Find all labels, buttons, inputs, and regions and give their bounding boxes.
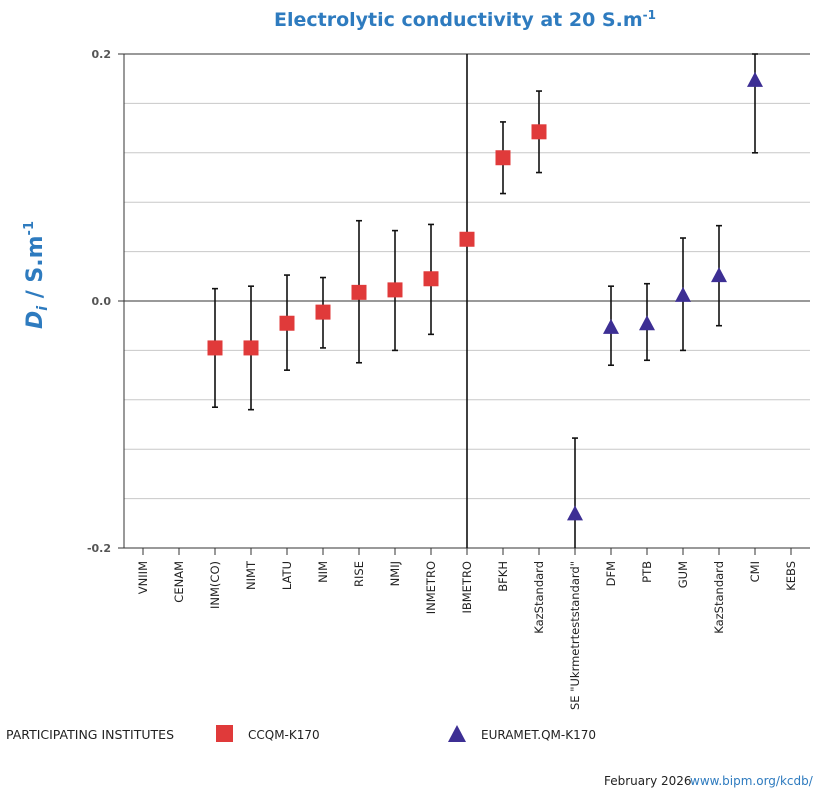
data-point-square (459, 231, 475, 247)
axes (123, 53, 810, 549)
x-category-label: NIM (316, 561, 330, 583)
y-axis-label: Di / S.m-1 (22, 221, 51, 329)
x-category-label: KazStandard (532, 561, 546, 634)
data-point-triangle (675, 286, 691, 302)
x-category-label: RISE (352, 561, 366, 587)
data-point-square (315, 304, 331, 320)
footer: February 2026 www.bipm.org/kcdb/ (604, 774, 814, 788)
x-category-label: LATU (280, 561, 294, 590)
data-point-triangle (747, 71, 763, 87)
x-category-label: INM(CO) (208, 561, 222, 609)
y-ticks: -0.2 0.0 0.2 (87, 48, 124, 555)
data-point-square (351, 284, 367, 300)
x-category-label: IBMETRO (460, 561, 474, 614)
data-point-square (495, 150, 511, 166)
x-category-label: CMI (748, 561, 762, 582)
data-point-triangle (711, 267, 727, 283)
x-category-label: PTB (640, 561, 654, 583)
x-category-labels: VNIIM CENAM INM(CO) NIMT LATU NIM RISE NMIJ INME… (136, 548, 798, 710)
x-category-label: VNIIM (136, 561, 150, 594)
data-markers (207, 71, 763, 521)
x-category-label: KazStandard (712, 561, 726, 634)
y-tick-label: 0.0 (92, 295, 112, 308)
chart-title-superscript: -1 (643, 8, 656, 22)
legend-label-euramet: EURAMET.QM-K170 (481, 728, 596, 742)
legend-label-ccqm: CCQM-K170 (248, 728, 320, 742)
y-tick-label: -0.2 (87, 542, 111, 555)
data-point-square (531, 124, 547, 140)
square-icon (216, 725, 233, 742)
footer-link[interactable]: www.bipm.org/kcdb/ (690, 774, 814, 788)
y-tick-label: 0.2 (92, 48, 112, 61)
y-axis-label-unit: / S.m (23, 235, 48, 305)
data-point-square (243, 340, 259, 356)
y-axis-label-superscript: -1 (22, 221, 37, 235)
chart-title-text: Electrolytic conductivity at 20 S.m (274, 9, 643, 31)
data-point-square (423, 271, 439, 287)
triangle-icon (448, 725, 466, 742)
data-point-square (207, 340, 223, 356)
footer-date: February 2026 (604, 774, 692, 788)
data-point-square (387, 282, 403, 298)
data-point-triangle (603, 318, 619, 334)
data-point-triangle (639, 315, 655, 331)
x-category-label: NMIJ (388, 561, 402, 586)
x-category-label: BFKH (496, 561, 510, 592)
y-axis-label-sub: i (35, 306, 51, 311)
x-category-label: DFM (604, 561, 618, 586)
x-category-label: INMETRO (424, 561, 438, 614)
y-axis-label-main: D (23, 311, 48, 329)
x-category-label: GUM (676, 561, 690, 588)
x-category-label: SE "Ukrmetrteststandard" (568, 561, 582, 710)
legend-title: PARTICIPATING INSTITUTES (6, 727, 174, 742)
data-point-square (279, 315, 295, 331)
x-category-label: NIMT (244, 560, 258, 590)
x-category-label: CENAM (172, 561, 186, 603)
x-category-label: KEBS (784, 561, 798, 591)
chart-title: Electrolytic conductivity at 20 S.m-1 (274, 8, 656, 31)
legend: PARTICIPATING INSTITUTES CCQM-K170 EURAM… (6, 725, 596, 742)
data-point-triangle (567, 505, 583, 521)
